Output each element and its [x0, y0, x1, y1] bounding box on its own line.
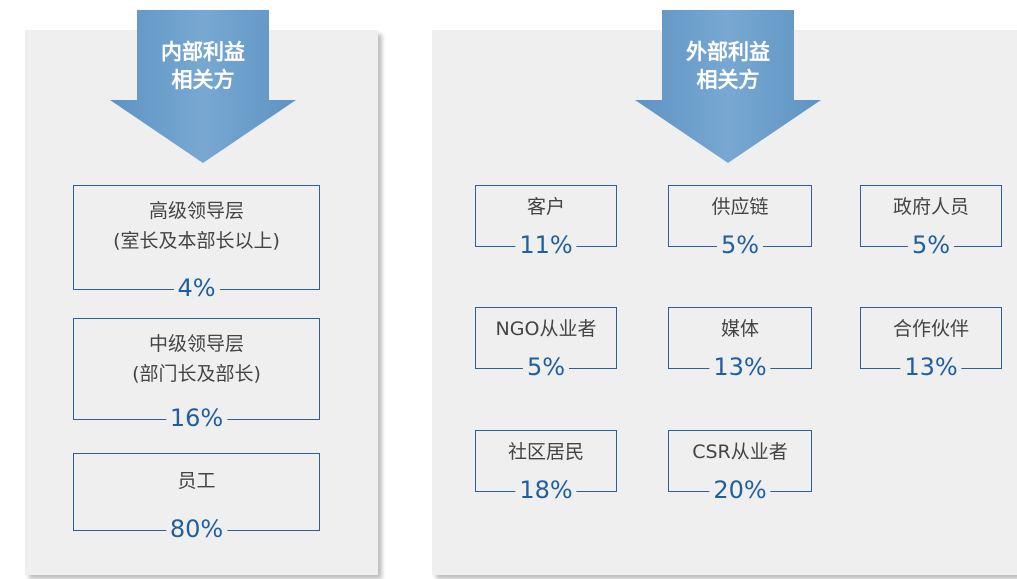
label-line: 合作伙伴 [892, 318, 969, 340]
arrow-title: 外部利益 相关方 [662, 38, 794, 94]
stakeholder-box: 供应链 5% [668, 185, 812, 258]
arrow [635, 10, 821, 163]
box-value: 20% [709, 477, 771, 503]
box-value: 16% [165, 405, 228, 431]
box-value: 5% [907, 232, 955, 258]
box-label: 社区居民 [476, 437, 616, 467]
box-label: 供应链 [669, 192, 811, 222]
stakeholder-box: 合作伙伴 13% [860, 307, 1002, 380]
arrow-title: 内部利益 相关方 [137, 38, 269, 94]
label-line: 高级领导层 [148, 200, 244, 222]
box-value: 11% [515, 232, 577, 258]
label-line: 员工 [177, 470, 216, 492]
label-line: 社区居民 [507, 441, 584, 463]
stakeholder-box: 社区居民 18% [475, 430, 617, 503]
label-line: 政府人员 [892, 196, 969, 218]
box-label: 员工 [74, 466, 319, 496]
title-line: 外部利益 [686, 40, 770, 64]
stakeholder-box: 员工 80% [73, 453, 320, 542]
box-label: CSR从业者 [669, 437, 811, 467]
label-line: (部门长及部长) [132, 363, 261, 385]
stakeholder-box: 中级领导层 (部门长及部长) 16% [73, 318, 320, 431]
box-label: 高级领导层 (室长及本部长以上) [74, 196, 319, 256]
box-label: NGO从业者 [476, 314, 616, 344]
stakeholder-box: 客户 11% [475, 185, 617, 258]
arrow [110, 10, 296, 163]
stakeholder-box: 高级领导层 (室长及本部长以上) 4% [73, 185, 320, 301]
stakeholder-box: CSR从业者 20% [668, 430, 812, 503]
label-line: 供应链 [711, 196, 769, 218]
stakeholder-box: 媒体 13% [668, 307, 812, 380]
label-line: (室长及本部长以上) [113, 230, 280, 252]
box-label: 客户 [476, 192, 616, 222]
title-line: 相关方 [696, 68, 760, 92]
title-line: 相关方 [171, 68, 235, 92]
box-value: 13% [709, 354, 771, 380]
label-line: 媒体 [720, 318, 759, 340]
box-value: 80% [165, 516, 228, 542]
arrow-shape [635, 10, 821, 163]
box-label: 合作伙伴 [861, 314, 1001, 344]
box-value: 13% [900, 354, 962, 380]
stakeholder-box: 政府人员 5% [860, 185, 1002, 258]
box-label: 中级领导层 (部门长及部长) [74, 329, 319, 389]
box-value: 5% [716, 232, 764, 258]
label-line: CSR从业者 [692, 441, 788, 463]
title-line: 内部利益 [161, 40, 245, 64]
label-line: NGO从业者 [495, 318, 597, 340]
stakeholder-box: NGO从业者 5% [475, 307, 617, 380]
label-line: 中级领导层 [148, 333, 244, 355]
box-label: 媒体 [669, 314, 811, 344]
box-value: 18% [515, 477, 577, 503]
label-line: 客户 [526, 196, 565, 218]
box-label: 政府人员 [861, 192, 1001, 222]
arrow-shape [110, 10, 296, 163]
box-value: 4% [173, 275, 220, 301]
box-value: 5% [522, 354, 570, 380]
